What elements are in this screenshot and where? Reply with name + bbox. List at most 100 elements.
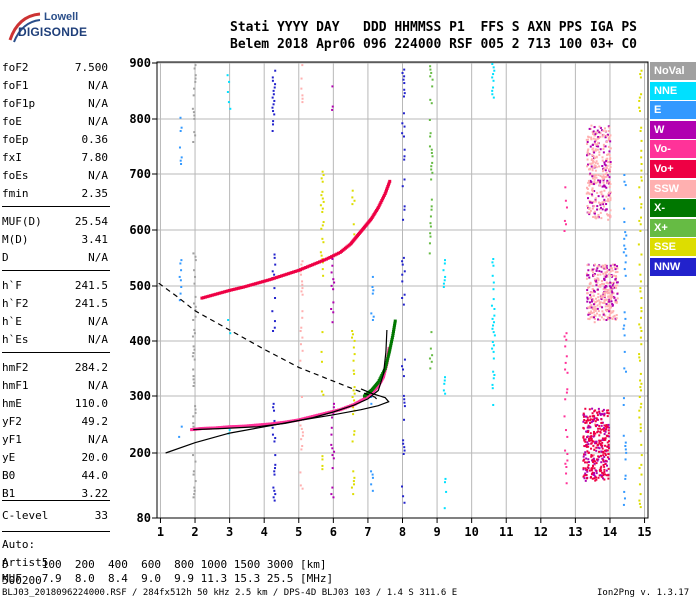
legend-item-nnw: NNW xyxy=(650,258,696,276)
echo-dot xyxy=(593,165,596,168)
trace-point xyxy=(252,423,256,427)
echo-dot xyxy=(603,412,606,415)
echo-dot xyxy=(585,421,588,424)
echo-dot xyxy=(594,164,597,167)
echo-dot xyxy=(586,435,589,438)
echo-dot xyxy=(299,270,302,273)
echo-dot xyxy=(331,258,334,260)
echo-dot xyxy=(593,212,596,215)
echo-dot xyxy=(639,430,642,433)
echo-dot xyxy=(594,149,597,152)
echo-dot xyxy=(403,148,406,151)
echo-dot xyxy=(640,216,643,219)
echo-dot xyxy=(587,152,590,155)
echo-dot xyxy=(589,426,592,429)
echo-dot xyxy=(586,289,589,292)
auto-scaling-text-2: Artist5 xyxy=(2,556,49,569)
echo-dot xyxy=(596,307,599,310)
echo-dot xyxy=(605,160,608,163)
echo-dot xyxy=(611,302,614,305)
param-row: MUF(D) 25.54 xyxy=(2,215,108,231)
echo-dot xyxy=(591,454,594,457)
echo-dot xyxy=(622,397,625,400)
echo-dot xyxy=(604,263,607,266)
echo-dot xyxy=(194,74,197,77)
echo-dot xyxy=(564,345,567,348)
trace-point xyxy=(314,414,318,418)
echo-dot xyxy=(402,303,405,306)
echo-dot xyxy=(584,453,587,456)
echo-dot xyxy=(590,447,593,450)
echo-dot xyxy=(592,299,595,302)
echo-dot xyxy=(443,279,446,282)
trace-point xyxy=(288,271,292,275)
echo-dot xyxy=(353,433,356,436)
echo-dot xyxy=(491,63,494,65)
echo-dot xyxy=(587,313,590,316)
echo-dot xyxy=(609,166,612,169)
echo-dot xyxy=(588,318,591,321)
echo-dot xyxy=(607,218,610,221)
echo-dot xyxy=(608,435,611,438)
echo-dot xyxy=(444,477,447,480)
echo-dot xyxy=(492,321,495,324)
echo-dot xyxy=(599,181,602,184)
echo-dot xyxy=(623,311,626,314)
echo-dot xyxy=(597,407,600,410)
echo-dot xyxy=(595,132,598,135)
echo-dot xyxy=(193,486,196,489)
echo-dot xyxy=(601,201,604,204)
echo-dot xyxy=(640,310,643,313)
echo-dot xyxy=(229,332,232,335)
param-value: 49.2 xyxy=(81,415,109,428)
echo-dot xyxy=(321,197,324,200)
echo-dot xyxy=(639,280,642,283)
param-name: h`F2 xyxy=(2,297,29,310)
echo-dot xyxy=(300,263,303,266)
echo-dot xyxy=(352,389,355,392)
echo-dot xyxy=(273,320,276,323)
echo-dot xyxy=(592,215,595,218)
echo-dot xyxy=(638,499,641,502)
echo-dot xyxy=(331,321,334,324)
echo-dot xyxy=(598,427,601,430)
echo-dot xyxy=(273,470,276,473)
echo-dot xyxy=(639,316,642,319)
echo-dot xyxy=(624,441,627,444)
trace-point xyxy=(333,253,337,257)
echo-dot xyxy=(600,280,603,283)
echo-dot xyxy=(596,181,599,184)
echo-dot xyxy=(370,483,373,486)
echo-dot xyxy=(587,211,590,214)
echo-dot xyxy=(299,484,302,487)
echo-dot xyxy=(591,477,594,480)
echo-dot xyxy=(330,433,333,436)
echo-dot xyxy=(299,330,302,332)
trace-point xyxy=(377,379,381,383)
trace-point xyxy=(384,190,388,194)
echo-dot xyxy=(492,324,495,327)
echo-dot xyxy=(332,311,335,314)
echo-dot xyxy=(594,197,597,200)
echo-dot xyxy=(372,289,375,292)
echo-dot xyxy=(194,309,197,312)
echo-dot xyxy=(593,176,596,179)
param-name: fxI xyxy=(2,151,22,164)
echo-dot xyxy=(585,419,588,422)
echo-dot xyxy=(193,117,196,120)
echo-dot xyxy=(429,98,432,101)
echo-dot xyxy=(597,136,600,139)
trace-point xyxy=(238,286,242,290)
trace-point xyxy=(217,426,221,430)
echo-dot xyxy=(401,273,404,276)
echo-dot xyxy=(193,269,196,272)
param-name: yE xyxy=(2,451,16,464)
echo-dot xyxy=(609,281,612,284)
echo-dot xyxy=(401,122,404,125)
param-value: 20.0 xyxy=(81,451,109,464)
echo-dot xyxy=(600,475,603,478)
echo-dot xyxy=(274,69,277,72)
echo-dot xyxy=(403,398,406,401)
echo-dot xyxy=(301,336,304,339)
separator-line xyxy=(2,270,110,271)
